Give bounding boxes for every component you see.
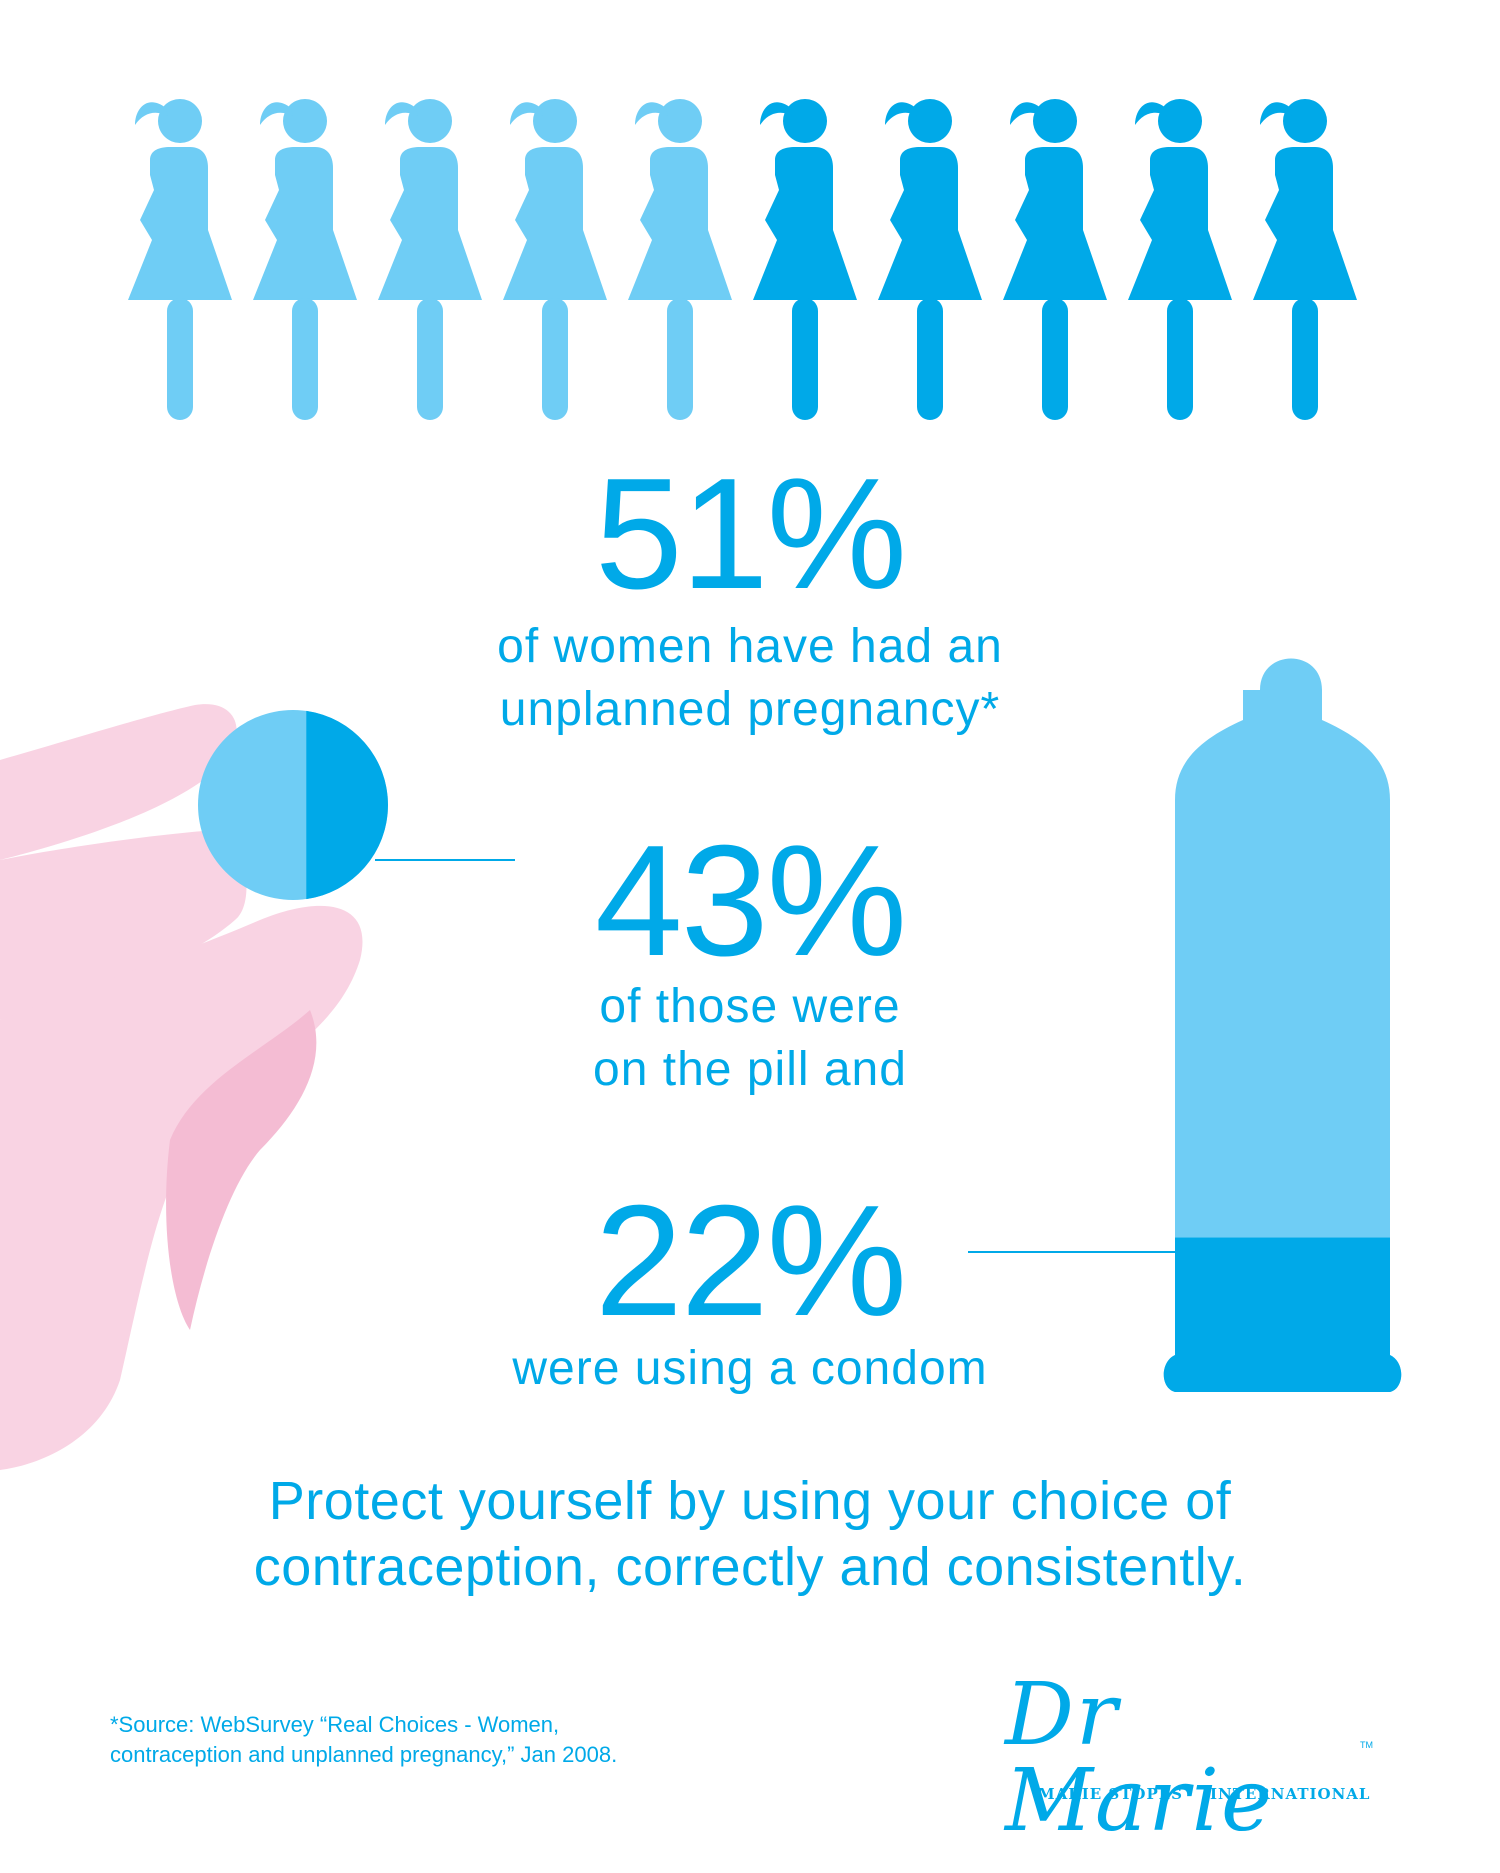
source-footnote: *Source: WebSurvey “Real Choices - Women… [110, 1712, 618, 1767]
stat-43-caption: of those were on the pill and [593, 980, 907, 1096]
stat-22-number: 22% [594, 1173, 907, 1349]
stat-51-caption: of women have had an unplanned pregnancy… [497, 620, 1003, 736]
woman-figure-icon [753, 99, 857, 420]
woman-figure-icon [1003, 99, 1107, 420]
stat-51-number: 51% [594, 446, 907, 622]
logo-script: Dr Marie [1005, 1665, 1274, 1851]
woman-figure-icon [503, 99, 607, 420]
logo-left-text: MARIE STOPES [1038, 1785, 1183, 1803]
pill-icon [198, 710, 388, 900]
stat-22-caption: were using a condom [512, 1342, 988, 1395]
woman-figure-icon [378, 99, 482, 420]
logo-right-text: INTERNATIONAL [1210, 1785, 1371, 1803]
tagline: Protect yourself by using your choice of… [253, 1471, 1247, 1597]
woman-figure-icon [1253, 99, 1357, 420]
woman-figure-icon [128, 99, 232, 420]
woman-figure-icon [628, 99, 732, 420]
condom-icon [1163, 658, 1402, 1392]
women-icon-row [128, 99, 1357, 420]
stat-43-number: 43% [594, 813, 907, 989]
pill-graphic [198, 710, 515, 900]
condom-graphic [968, 658, 1402, 1392]
logo-tm: TM [1360, 1740, 1373, 1750]
woman-figure-icon [253, 99, 357, 420]
woman-figure-icon [1128, 99, 1232, 420]
woman-figure-icon [878, 99, 982, 420]
